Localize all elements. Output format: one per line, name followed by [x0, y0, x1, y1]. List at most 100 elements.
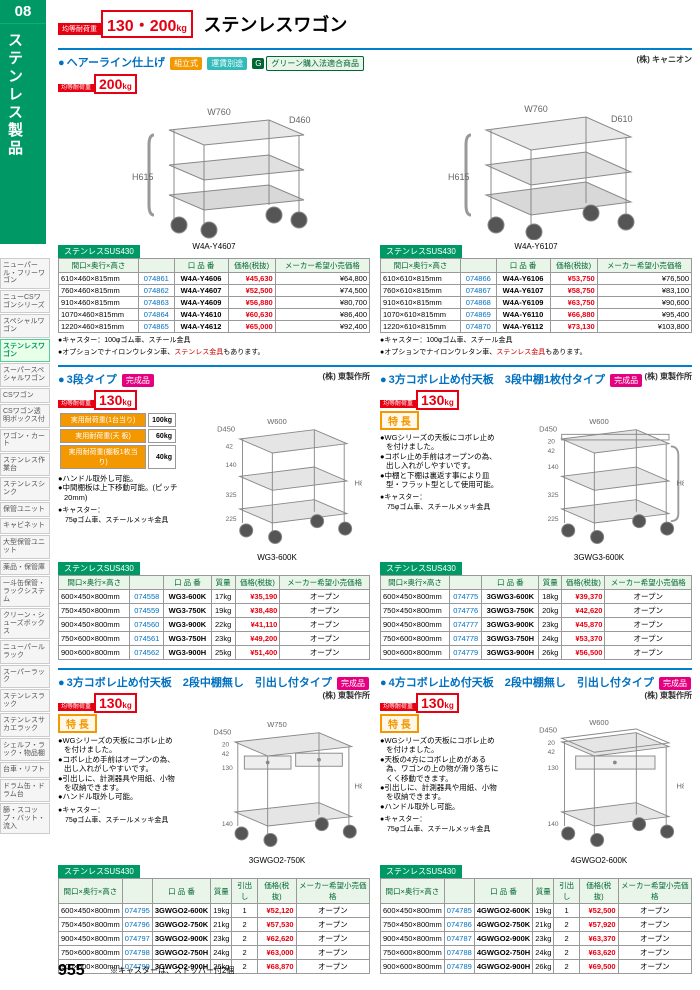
table-cell: 750×600×800mm [381, 632, 450, 646]
table-cell: 900×450×800mm [381, 618, 450, 632]
load-row-value: 40kg [148, 445, 176, 469]
feature-list: ●ハンドル取外し可能。●中間棚板は上下移動可能。(ピッチ20mm) [58, 474, 178, 502]
caption: 3GWG3-600K [506, 553, 692, 562]
table-cell: オープン [296, 946, 369, 960]
table-cell: 4GWGO2-750H [474, 946, 532, 960]
spec-col: 実用耐荷重(1台当り)100kg実用耐荷重(天 板)60kg実用耐荷重(棚板1枚… [58, 411, 178, 562]
table-row: 900×600×800mm0747793GWG3-900H26kg¥56,500… [381, 646, 692, 660]
table-cell: 17kg [211, 590, 235, 604]
svg-text:325: 325 [226, 492, 237, 499]
load-value: 130kg [416, 693, 459, 713]
load-box: 均等耐荷重130kg [58, 392, 137, 408]
table-cell: 750×450×800mm [381, 604, 450, 618]
sidebar-item: ニューCSワゴンシリーズ [0, 290, 50, 313]
table-cell: オープン [605, 618, 692, 632]
table-row: 910×610×815mm074868W4A-Y6109¥63,750¥90,6… [381, 297, 692, 309]
mid-row: 3段タイプ 完成品 (株) 東製作所 均等耐荷重130kg 実用耐荷重(1台当り… [58, 371, 692, 660]
table-cell: 750×450×800mm [381, 918, 445, 932]
table-cell: 4GWGO2-900H [474, 960, 532, 974]
bullet-icon [58, 374, 67, 386]
table-cell: 3GWG3-900K [482, 618, 539, 632]
svg-text:42: 42 [548, 448, 556, 455]
table-cell: ¥35,190 [235, 590, 280, 604]
badge-shipping: 運賃別途 [207, 57, 247, 70]
caption: WG3-600K [184, 553, 370, 562]
table-cell: 760×460×815mm [59, 285, 139, 297]
table-cell: 750×600×800mm [59, 632, 130, 646]
table-cell: W4A-Y6112 [496, 321, 550, 333]
series-label: ステンレスSUS430 [58, 865, 140, 878]
table-cell: ¥45,630 [228, 273, 275, 285]
load-label: 均等耐荷重 [380, 400, 416, 408]
table-cell: 24kg [539, 632, 562, 646]
table-cell: ¥42,620 [562, 604, 605, 618]
table-cell: 074560 [130, 618, 164, 632]
heading-row: 4方コボレ止め付天板 2段中棚無し 引出し付タイプ 完成品 (株) 東製作所 [380, 674, 692, 690]
table-row: 750×450×800mm0747763GWG3-750K20kg¥42,620… [381, 604, 692, 618]
load-row-value: 60kg [148, 429, 176, 443]
badge-complete: 完成品 [337, 677, 369, 690]
sidebar-item: 薬品・保管庫 [0, 560, 50, 576]
table-header: 間口×奥行×高さ [381, 879, 445, 904]
table-cell: W4A-Y4609 [174, 297, 228, 309]
feature-item: ●WGシリーズの天板にコボレ止めを付けました。 [380, 736, 500, 755]
svg-text:W600: W600 [267, 417, 286, 426]
table-cell: 074867 [461, 285, 496, 297]
load-label: 均等耐荷重 [58, 400, 94, 408]
table-row: 750×600×800mm074561WG3-750H23kg¥49,200オー… [59, 632, 370, 646]
table-row: 610×460×815mm074861W4A-Y4606¥45,630¥64,8… [59, 273, 370, 285]
table-header: メーカー希望小売価格 [275, 259, 369, 273]
table-header: 口 品 番 [152, 879, 210, 904]
table-header [122, 879, 152, 904]
heading: 4方コボレ止め付天板 2段中棚無し 引出し付タイプ [389, 677, 654, 689]
table-cell: ¥73,130 [550, 321, 597, 333]
svg-text:H800: H800 [354, 479, 362, 488]
badge-complete: 完成品 [122, 374, 154, 387]
table-header [444, 879, 474, 904]
table-header: メーカー希望小売価格 [296, 879, 369, 904]
caster-note: ●キャスター： 75φゴム車、スチールメッキ金具 [380, 492, 500, 512]
table-cell: 750×600×800mm [381, 946, 445, 960]
table-row: 1070×460×815mm074864W4A-Y4610¥60,630¥86,… [59, 309, 370, 321]
table-cell: 1 [232, 904, 257, 918]
svg-text:140: 140 [548, 464, 559, 471]
table-row: 750×600×800mm0747783GWG3-750H24kg¥53,370… [381, 632, 692, 646]
table-header: 価格(税抜) [550, 259, 597, 273]
section-number: 08 [0, 0, 46, 24]
badge-complete: 完成品 [610, 374, 642, 387]
wagon-svg: W760 D460 H615 [114, 95, 314, 240]
svg-text:W600: W600 [589, 718, 608, 727]
sidebar-item: 保管ユニット [0, 502, 50, 518]
divider [58, 668, 692, 670]
maker-name: (株) 東製作所 [644, 690, 692, 701]
mid-right-col: 3方コボレ止め付天板 3段中棚1枚付タイプ 完成品 (株) 東製作所 均等耐荷重… [380, 371, 692, 660]
bullet-icon [380, 677, 389, 689]
table-cell: 4GWGO2-900K [474, 932, 532, 946]
table-row: 610×610×815mm074866W4A-Y6106¥53,750¥76,5… [381, 273, 692, 285]
table-cell: 074796 [122, 918, 152, 932]
table-row: 750×450×800mm0747864GWGO2-750K21kg2¥57,9… [381, 918, 692, 932]
table-cell: ¥64,800 [275, 273, 369, 285]
top-row: W760 D460 H615 W4A-Y4607 ステンレスSUS430 間口×… [58, 95, 692, 357]
feature-item: ●WGシリーズの天板にコボレ止めを付けました。 [380, 433, 500, 452]
table-cell: ¥52,120 [257, 904, 296, 918]
heading: 3段タイプ [67, 374, 117, 386]
header-load-tag: 均等耐荷重130・200kg [58, 10, 193, 38]
table-cell: オープン [296, 960, 369, 974]
table-row: 910×460×815mm074863W4A-Y4609¥56,880¥80,7… [59, 297, 370, 309]
table-cell: オープン [296, 932, 369, 946]
feature-tag: 特 長 [380, 714, 419, 733]
table-cell: ¥49,200 [235, 632, 280, 646]
table-cell: 4GWGO2-600K [474, 904, 532, 918]
bot-right-col: 4方コボレ止め付天板 2段中棚無し 引出し付タイプ 完成品 (株) 東製作所 均… [380, 674, 692, 974]
svg-text:H800: H800 [676, 479, 684, 488]
table-cell: 074865 [139, 321, 174, 333]
table-cell: W4A-Y4606 [174, 273, 228, 285]
caption: W4A-Y6107 [380, 242, 692, 251]
top-left-col: W760 D460 H615 W4A-Y4607 ステンレスSUS430 間口×… [58, 95, 370, 357]
svg-text:H615: H615 [132, 172, 154, 182]
caster-note: ●キャスター：100φゴム車、スチール金具 [58, 335, 370, 345]
svg-text:42: 42 [548, 749, 556, 756]
sidebar-item: ドラム缶・ドラム台 [0, 779, 50, 802]
table-cell: ¥63,370 [579, 932, 618, 946]
